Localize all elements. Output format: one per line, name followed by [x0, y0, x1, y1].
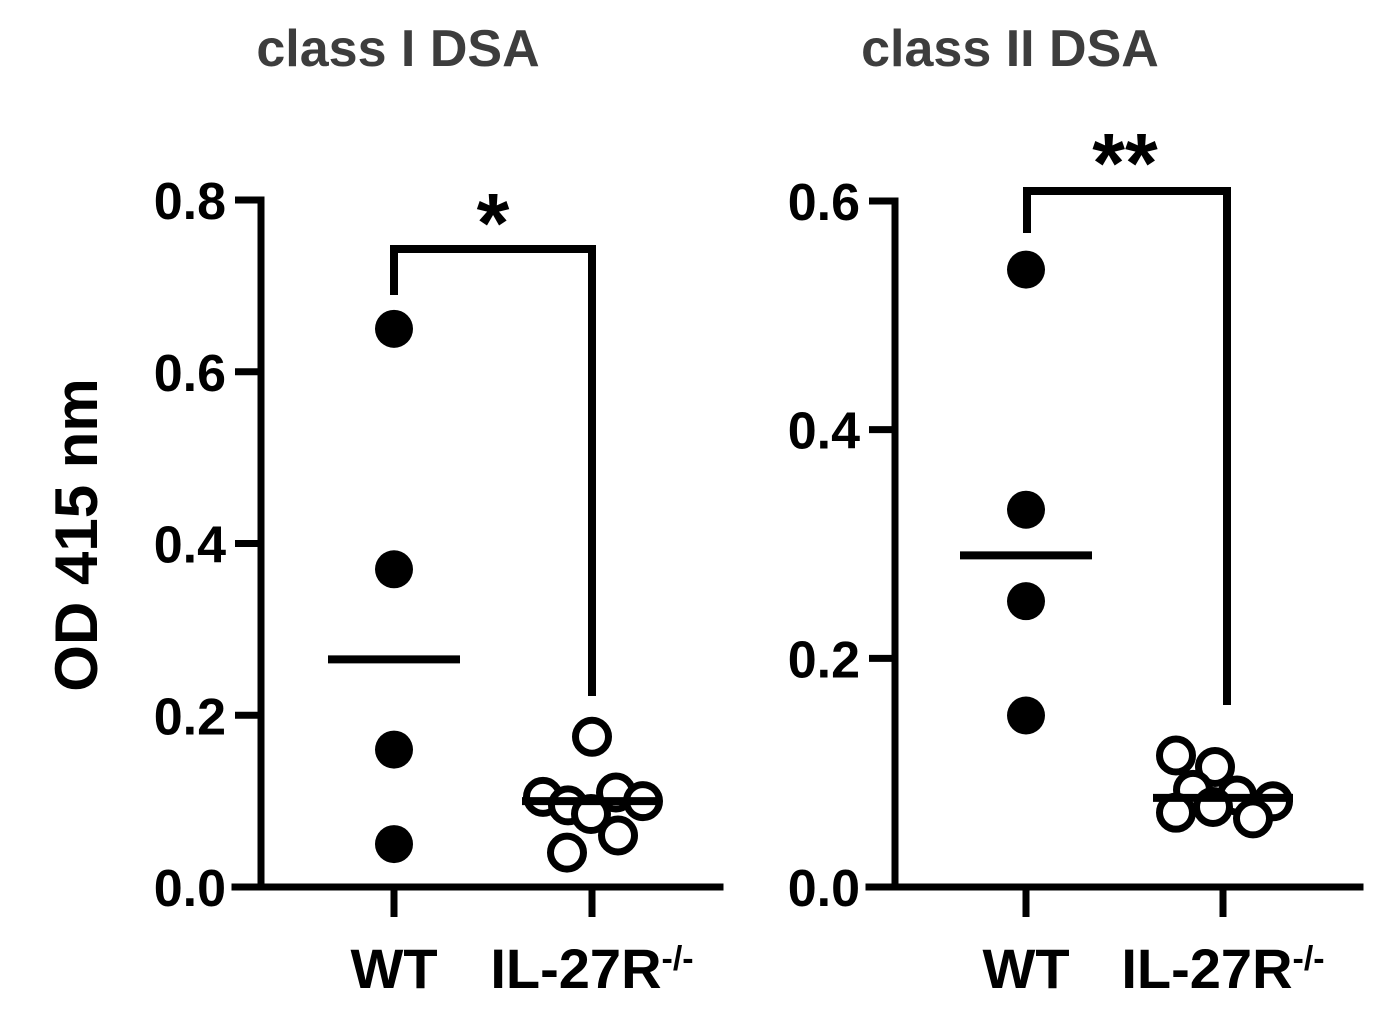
y-tick-label: 0.6: [788, 174, 860, 232]
data-point-open: [1156, 735, 1196, 776]
data-point-open: [572, 716, 612, 757]
significance-stars: *: [477, 176, 510, 270]
y-tick-label: 0.2: [788, 631, 860, 689]
data-point-filled: [375, 730, 413, 769]
data-point-filled: [1007, 490, 1045, 529]
data-point-filled: [1007, 582, 1045, 621]
data-point-open: [547, 832, 587, 873]
data-point-filled: [1007, 696, 1045, 735]
y-axis-title: OD 415 nm: [43, 378, 110, 691]
significance-bracket: [1023, 187, 1231, 705]
y-tick-label: 0.6: [154, 345, 226, 403]
group-label-wt: WT: [982, 937, 1069, 1000]
data-point-open: [598, 815, 638, 856]
y-tick-label: 0.8: [154, 173, 226, 231]
y-tick-label: 0.4: [154, 517, 226, 575]
data-point-filled: [1007, 250, 1045, 289]
y-tick-label: 0.0: [788, 860, 860, 918]
data-point-filled: [375, 825, 413, 864]
y-tick-label: 0.0: [154, 860, 226, 918]
group-label-il-27r: IL-27R-/-: [490, 937, 693, 1000]
panel-title: class I DSA: [256, 20, 539, 78]
data-point-open: [1195, 746, 1235, 787]
panel-2: class II DSA 0.0 0.2 0.4 0.6 WT IL-27R-/- **: [788, 20, 1364, 1000]
data-point-open: [1233, 798, 1273, 839]
significance-stars: **: [1092, 116, 1158, 210]
group-label-wt: WT: [350, 937, 437, 1000]
panel-title: class II DSA: [861, 20, 1159, 78]
significance-bracket: [390, 245, 596, 696]
data-point-filled: [375, 309, 413, 348]
panel-1: class I DSA 0.0 0.2 0.4 0.6 0.8 WT IL-27R-/- *: [154, 20, 724, 1000]
y-tick-label: 0.2: [154, 688, 226, 746]
y-tick-label: 0.4: [788, 403, 860, 461]
group-label-il-27r: IL-27R-/-: [1121, 937, 1324, 1000]
data-point-filled: [375, 550, 413, 589]
